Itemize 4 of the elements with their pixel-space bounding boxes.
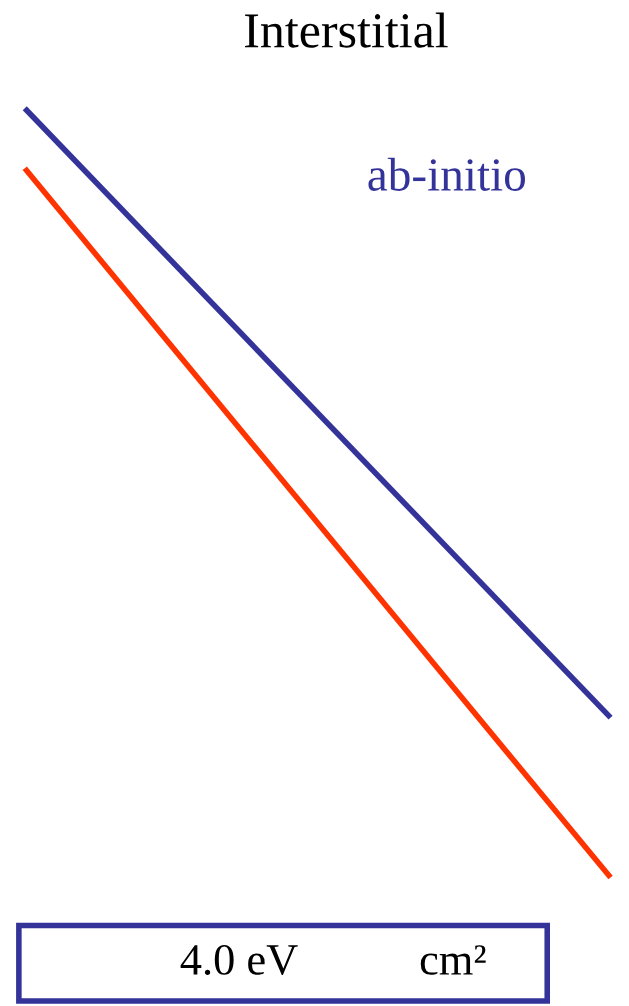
text: cm² xyxy=(420,945,486,975)
text: ab-initio xyxy=(368,157,525,191)
chart-title: Interstitial xyxy=(245,12,448,48)
text: 4.0 eV xyxy=(180,944,298,976)
